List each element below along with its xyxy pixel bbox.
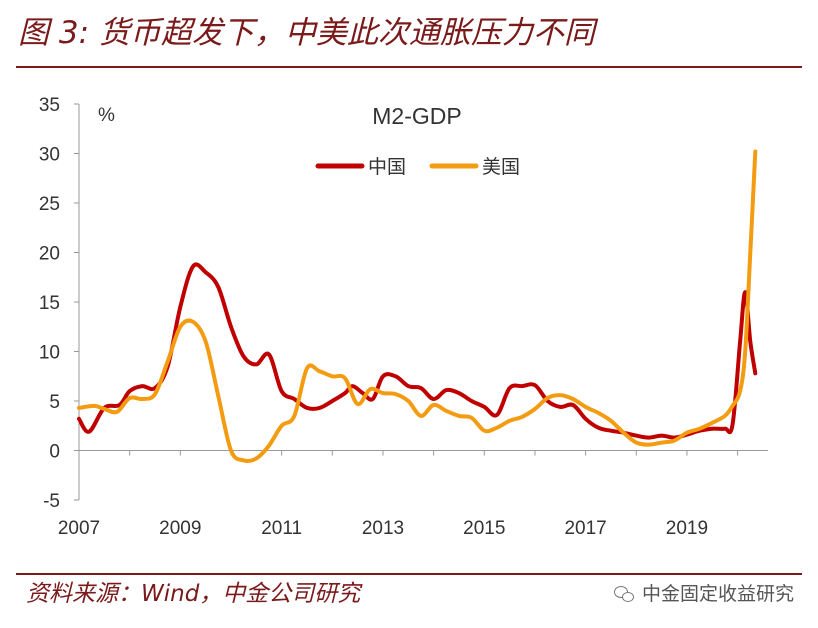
y-tick-label: 10 [39, 343, 60, 364]
y-tick-label: 30 [39, 145, 60, 166]
y-tick-label: 35 [39, 95, 60, 116]
x-tick-label: 2013 [362, 518, 404, 539]
chart-legend: 中国 美国 [315, 156, 520, 178]
x-tick-label: 2007 [58, 518, 100, 539]
m2-gdp-chart: -5 0 5 10 15 20 25 30 35 2007 2009 2011 2013 2015 2017… [39, 95, 768, 539]
legend-item-usa: 美国 [429, 156, 520, 178]
y-tick-label: 15 [39, 293, 60, 314]
source-note: 资料来源：Wind，中金公司研究 [26, 581, 361, 607]
chart-axes: -5 0 5 10 15 20 25 30 35 2007 2009 2011 2013 2015 2017… [39, 95, 768, 539]
legend-label: 美国 [482, 156, 520, 178]
watermark-text: 中金固定收益研究 [641, 583, 794, 605]
y-tick-label: 0 [49, 442, 60, 463]
legend-label: 中国 [368, 156, 406, 178]
watermark: 中金固定收益研究 [613, 580, 794, 608]
y-tick-label: 25 [39, 194, 60, 215]
chart-title: M2-GDP [372, 103, 461, 129]
y-tick-label: 5 [49, 392, 60, 413]
x-tick-label: 2017 [564, 518, 606, 539]
x-tick-label: 2011 [261, 518, 302, 539]
series-line-china [77, 262, 758, 440]
y-axis-unit-label: % [98, 105, 115, 126]
source-divider [16, 573, 802, 575]
series-line-usa [77, 149, 758, 463]
chart-series [77, 149, 758, 463]
y-tick-label: 20 [39, 244, 60, 265]
x-tick-label: 2015 [463, 518, 505, 539]
legend-item-china: 中国 [315, 156, 406, 178]
wechat-icon [613, 586, 634, 602]
x-tick-label: 2019 [666, 518, 708, 539]
y-tick-label: -5 [43, 491, 60, 512]
figure-title: 图 3: 货币超发下，中美此次通胀压力不同 [18, 15, 595, 51]
title-divider [16, 66, 802, 68]
x-tick-label: 2009 [159, 518, 201, 539]
